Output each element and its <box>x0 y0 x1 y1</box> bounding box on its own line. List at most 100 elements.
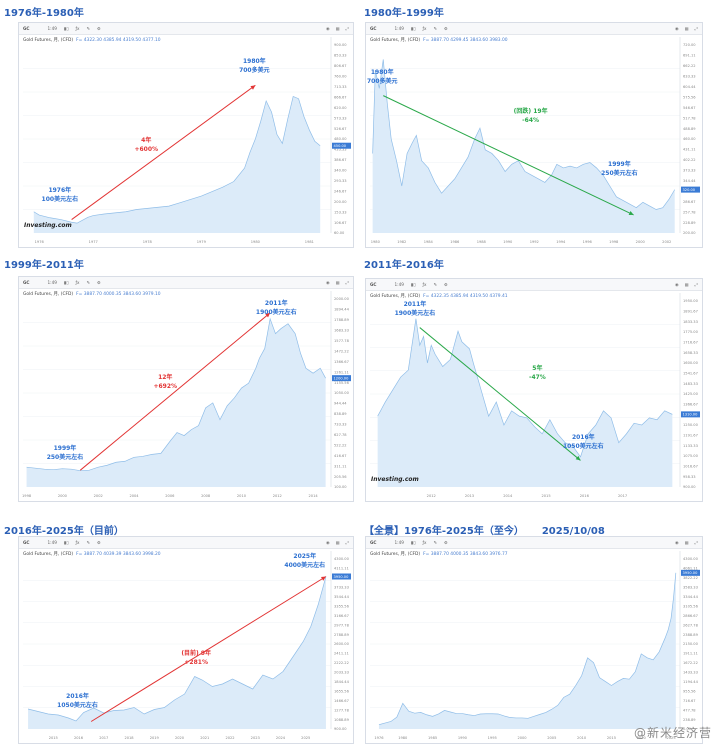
annotation-line: +692% <box>153 383 178 391</box>
chart-legend: Gold Futures, 月, (CFD) F= 3887.70 4000.35… <box>370 551 508 557</box>
indicator-icon[interactable]: ƒx <box>75 540 80 545</box>
settings-icon[interactable]: ⚙ <box>97 26 101 31</box>
symbol-field[interactable]: GC <box>23 26 30 31</box>
timeframe-button[interactable]: 1:49 <box>394 540 404 545</box>
legend-ohlc: F= 3887.70 4039.39 3843.60 3998.20 <box>76 552 161 557</box>
annotation-line: (目前) 9年 <box>181 650 212 657</box>
price-tick: 573.33 <box>334 116 347 120</box>
time-tick: 2012 <box>427 494 436 498</box>
symbol-field[interactable]: GC <box>370 26 377 31</box>
chart-svg: 720.00 691.11 662.22 633.33 604.44 575.56 546.… <box>370 37 700 244</box>
grid-icon[interactable]: ▦ <box>335 26 340 31</box>
time-tick: 2014 <box>309 494 319 498</box>
grid-icon[interactable]: ▦ <box>335 540 340 545</box>
trend-line <box>90 576 327 722</box>
panel-title: 1976年-1980年 <box>4 4 84 19</box>
time-tick: 1985 <box>428 736 437 740</box>
price-tick: 3583.33 <box>683 586 698 590</box>
price-tick: 3166.67 <box>334 614 349 618</box>
symbol-field[interactable]: GC <box>370 540 377 545</box>
price-tick: 720.00 <box>683 43 696 47</box>
camera-icon[interactable]: ◉ <box>326 26 330 31</box>
time-tick: 1984 <box>424 240 434 244</box>
time-tick: 2025 <box>301 736 310 740</box>
draw-icon[interactable]: ✎ <box>433 282 437 287</box>
fullscreen-icon[interactable]: ⤢ <box>694 282 698 287</box>
time-tick: 1990 <box>458 736 468 740</box>
timeframe-button[interactable]: 1:49 <box>47 26 57 31</box>
candle-icon[interactable]: ▮▯ <box>410 26 416 31</box>
indicator-icon[interactable]: ƒx <box>75 280 80 285</box>
camera-icon[interactable]: ◉ <box>675 26 679 31</box>
indicator-icon[interactable]: ƒx <box>422 540 427 545</box>
draw-icon[interactable]: ✎ <box>86 26 90 31</box>
price-tick: 627.78 <box>334 433 347 437</box>
timeframe-button[interactable]: 1:49 <box>47 540 57 545</box>
time-tick: 1976 <box>35 240 45 244</box>
price-tick: 1075.00 <box>683 454 699 458</box>
draw-icon[interactable]: ✎ <box>433 540 437 545</box>
candle-icon[interactable]: ▮▯ <box>63 280 69 285</box>
last-price-label: 450.00 <box>334 144 347 148</box>
candle-icon[interactable]: ▮▯ <box>410 540 416 545</box>
price-tick: 3355.56 <box>334 604 350 608</box>
fullscreen-icon[interactable]: ⤢ <box>345 540 349 545</box>
draw-icon[interactable]: ✎ <box>86 280 90 285</box>
time-tick: 2002 <box>94 494 103 498</box>
last-price-label: 320.00 <box>683 188 696 192</box>
camera-icon[interactable]: ◉ <box>675 282 679 287</box>
legend-ohlc: F= 3887.70 4000.35 3843.60 3979.10 <box>76 292 161 297</box>
indicator-icon[interactable]: ƒx <box>75 26 80 31</box>
settings-icon[interactable]: ⚙ <box>444 26 448 31</box>
grid-icon[interactable]: ▦ <box>684 282 689 287</box>
symbol-field[interactable]: GC <box>23 280 30 285</box>
settings-icon[interactable]: ⚙ <box>444 282 448 287</box>
settings-icon[interactable]: ⚙ <box>444 540 448 545</box>
price-tick: 662.22 <box>683 64 696 68</box>
price-tick: 1277.78 <box>334 708 350 712</box>
annotation: 1976年 100美元左右 <box>42 186 79 204</box>
timeframe-button[interactable]: 1:49 <box>394 26 404 31</box>
fullscreen-icon[interactable]: ⤢ <box>694 540 698 545</box>
symbol-field[interactable]: GC <box>370 282 377 287</box>
draw-icon[interactable]: ✎ <box>433 26 437 31</box>
price-tick: 2627.78 <box>683 623 699 627</box>
annotation-line: 4000美元左右 <box>284 561 326 569</box>
price-tick: 4061.11 <box>683 567 698 571</box>
camera-icon[interactable]: ◉ <box>326 540 330 545</box>
time-tick: 1998 <box>22 494 32 498</box>
fullscreen-icon[interactable]: ⤢ <box>694 26 698 31</box>
panel-title: 1999年-2011年 <box>4 256 84 271</box>
fullscreen-icon[interactable]: ⤢ <box>345 280 349 285</box>
settings-icon[interactable]: ⚙ <box>97 540 101 545</box>
camera-icon[interactable]: ◉ <box>326 280 330 285</box>
indicator-icon[interactable]: ƒx <box>422 282 427 287</box>
fullscreen-icon[interactable]: ⤢ <box>345 26 349 31</box>
price-tick: 1050.00 <box>334 391 350 395</box>
indicator-icon[interactable]: ƒx <box>422 26 427 31</box>
grid-icon[interactable]: ▦ <box>684 26 689 31</box>
timeframe-button[interactable]: 1:49 <box>47 280 57 285</box>
trend-line <box>71 84 256 220</box>
draw-icon[interactable]: ✎ <box>86 540 90 545</box>
candle-icon[interactable]: ▮▯ <box>63 540 69 545</box>
camera-icon[interactable]: ◉ <box>675 540 679 545</box>
price-tick: 1775.00 <box>683 330 699 334</box>
annotation-line: -64% <box>522 117 540 125</box>
grid-icon[interactable]: ▦ <box>335 280 340 285</box>
symbol-field[interactable]: GC <box>23 540 30 545</box>
price-tick: 1433.33 <box>683 671 698 675</box>
price-tick: 100.00 <box>334 485 347 489</box>
price-tick: 431.11 <box>683 148 696 152</box>
candle-icon[interactable]: ▮▯ <box>410 282 416 287</box>
time-tick: 2005 <box>547 736 556 740</box>
price-tick: 575.56 <box>683 95 696 99</box>
price-tick: 2033.33 <box>334 671 349 675</box>
candle-icon[interactable]: ▮▯ <box>63 26 69 31</box>
settings-icon[interactable]: ⚙ <box>97 280 101 285</box>
annotation-line: +600% <box>134 145 159 153</box>
grid-icon[interactable]: ▦ <box>684 540 689 545</box>
price-tick: 1541.67 <box>683 372 698 376</box>
price-tick: 517.78 <box>683 116 696 120</box>
timeframe-button[interactable]: 1:49 <box>394 282 404 287</box>
